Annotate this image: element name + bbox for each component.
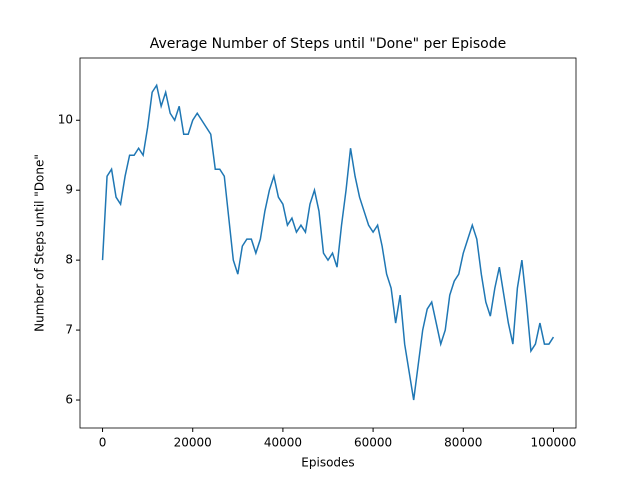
- y-tick-label: 6: [65, 393, 73, 407]
- x-tick-label: 60000: [354, 436, 392, 450]
- x-tick-label: 0: [99, 436, 107, 450]
- chart-title: Average Number of Steps until "Done" per…: [150, 36, 507, 52]
- y-tick-label: 7: [65, 323, 73, 337]
- x-tick-label: 80000: [444, 436, 482, 450]
- y-tick-label: 8: [65, 253, 73, 267]
- x-tick-label: 40000: [264, 436, 302, 450]
- y-tick-label: 9: [65, 183, 73, 197]
- plot-frame: [79, 57, 577, 429]
- data-line: [101, 83, 555, 401]
- x-axis-label: Episodes: [301, 456, 354, 470]
- x-tick-label: 100000: [531, 436, 577, 450]
- y-axis-label: Number of Steps until "Done": [33, 154, 47, 332]
- x-tick-label: 20000: [174, 436, 212, 450]
- y-tick-label: 10: [58, 113, 73, 127]
